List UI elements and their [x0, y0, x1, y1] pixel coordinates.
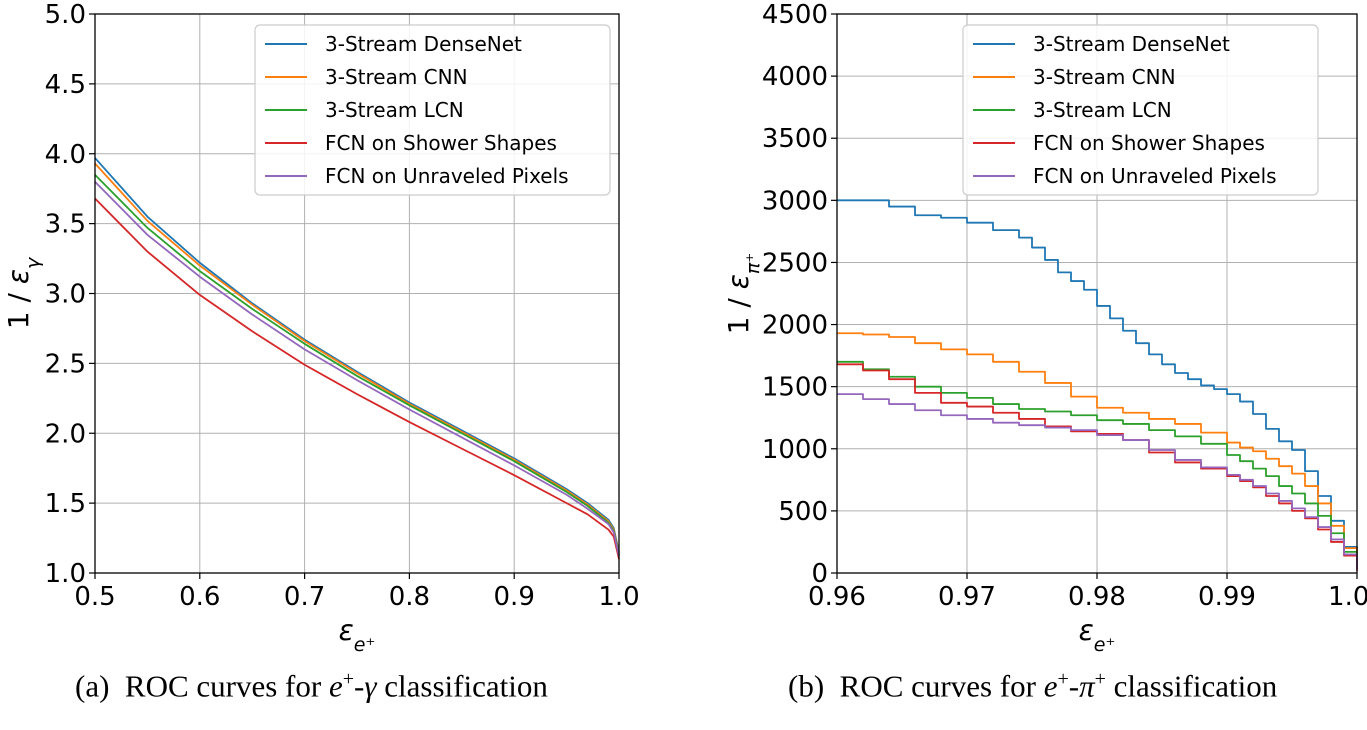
series-line-2 [94, 162, 620, 554]
y-tick-label: 4.5 [45, 70, 86, 100]
caption-b: (b) ROC curves for e+-π+ classification [788, 668, 1278, 704]
x-tick-label: 0.99 [1198, 582, 1256, 612]
chart-panel-b: 0.96 0.97 0.98 0.99 1.00 0 500 1000 1500 2000 2500… [722, 0, 1367, 656]
y-tick-label: 1500 [762, 373, 828, 403]
legend-entry: FCN on Unraveled Pixels [325, 164, 569, 188]
x-tick-label: 0.96 [808, 582, 866, 612]
x-tick-label: 0.8 [389, 582, 430, 612]
y-tick-label: 0 [811, 559, 828, 589]
x-tick-label: 1.00 [1328, 582, 1367, 612]
legend-entry: 3-Stream DenseNet [325, 32, 522, 56]
legend-entry: FCN on Shower Shapes [1033, 131, 1265, 155]
legend-entry: 3-Stream CNN [1033, 65, 1176, 89]
series-line-4 [94, 197, 620, 560]
legend-entry: 3-Stream CNN [325, 65, 468, 89]
y-tick-label: 1.5 [45, 489, 86, 519]
y-tick-label: 3000 [762, 186, 828, 216]
y-tick-label: 5.0 [45, 0, 86, 30]
y-tick-label: 2500 [762, 248, 828, 278]
y-axis-label: 1 / επ⁺ [722, 253, 764, 335]
series-line-1 [837, 199, 1358, 567]
y-tick-label: 3.5 [45, 210, 86, 240]
y-tick-label: 2000 [762, 311, 828, 341]
series-line-2 [837, 332, 1358, 569]
legend-entry: FCN on Unraveled Pixels [1033, 164, 1277, 188]
y-tick-label: 2.0 [45, 419, 86, 449]
x-tick-label: 1.0 [598, 582, 639, 612]
series-line-5 [837, 393, 1358, 570]
series-line-1 [94, 157, 620, 553]
legend-box [254, 24, 611, 196]
x-tick-label: 0.5 [74, 582, 115, 612]
x-axis-label: εe⁺ [1079, 614, 1116, 656]
x-tick-label: 0.7 [284, 582, 325, 612]
y-axis-label: 1 / εγ [2, 256, 44, 329]
y-tick-label: 1.0 [45, 559, 86, 589]
x-tick-label: 0.97 [938, 582, 996, 612]
y-tick-label: 3500 [762, 124, 828, 154]
legend: 3-Stream DenseNet 3-Stream CNN 3-Stream LC… [962, 24, 1319, 196]
legend: 3-Stream DenseNet 3-Stream CNN 3-Stream LC… [254, 24, 611, 196]
legend-box [962, 24, 1319, 196]
series-line-5 [94, 181, 620, 557]
legend-entry: 3-Stream LCN [325, 98, 464, 122]
x-tick-label: 0.9 [494, 582, 535, 612]
y-tick-label: 500 [778, 497, 828, 527]
legend-entry: 3-Stream LCN [1033, 98, 1172, 122]
y-tick-label: 4000 [762, 62, 828, 92]
series-line-3 [94, 174, 620, 556]
y-tick-label: 4500 [762, 0, 828, 30]
y-tick-label: 3.0 [45, 280, 86, 310]
legend-entry: FCN on Shower Shapes [325, 131, 557, 155]
x-tick-label: 0.98 [1068, 582, 1126, 612]
y-tick-label: 2.5 [45, 349, 86, 379]
chart-panel-a: 0.5 0.6 0.7 0.8 0.9 1.0 1.0 1.5 2.0 2.5 3.0 3.5 4.0 4… [2, 0, 640, 656]
legend-entry: 3-Stream DenseNet [1033, 32, 1230, 56]
x-tick-label: 0.6 [179, 582, 220, 612]
y-tick-label: 1000 [762, 435, 828, 465]
caption-a: (a) ROC curves for e+-γ classification [75, 668, 548, 704]
y-tick-label: 4.0 [45, 140, 86, 170]
x-axis-label: εe⁺ [339, 614, 376, 656]
series-line-3 [837, 360, 1358, 570]
